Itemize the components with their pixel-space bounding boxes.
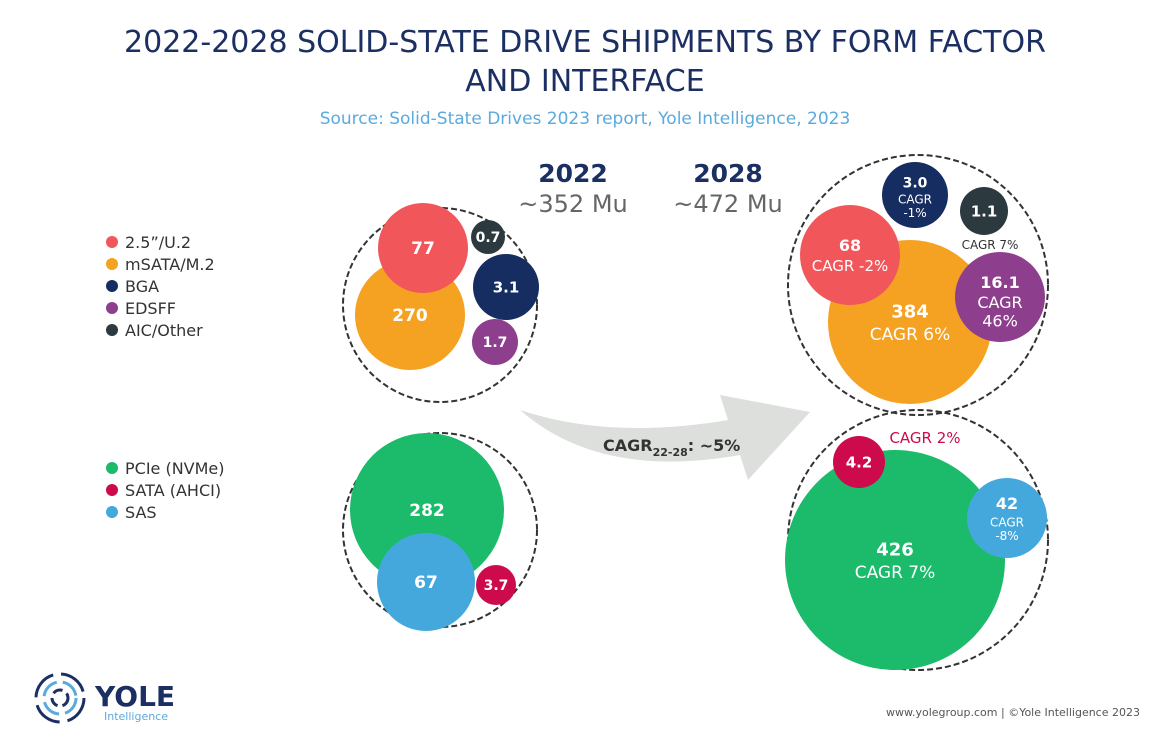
total-2028: ~472 Mu [673,190,782,218]
legend-label: AIC/Other [125,321,203,340]
bubble-value: 68 [839,236,861,255]
bubble-cagr: CAGR -2% [812,257,889,275]
bubble-aic-other-2028 [960,187,1008,235]
bubble-cagr: CAGR 7% [962,238,1019,252]
bubble-sas-2028 [967,478,1047,558]
bubble-pcie-nvme--2022 [350,433,504,587]
bubble-sata-ahci--2028 [833,436,885,488]
bubble-bga-2022 [473,254,539,320]
legend-label: mSATA/M.2 [125,255,215,274]
bubble-value: 426 [876,540,914,561]
bubble-cagr: CAGR 6% [870,325,951,345]
bubble-cagr-value: -8% [995,529,1018,543]
bubble-value: 67 [414,573,438,593]
bubble-cagr-value: -1% [903,206,926,220]
legend-marker [106,506,118,518]
bubble-value: 384 [891,302,929,323]
group-outline-interface-2022 [342,432,538,628]
bubble-cagr-label: CAGR [977,293,1022,312]
bubble-cagr-value: 46% [982,312,1018,331]
legend-marker [106,484,118,496]
bubble-aic-other-2022 [471,220,505,254]
legend-label: 2.5”/U.2 [125,233,191,252]
bubble-value: 3.7 [484,578,509,594]
legend-marker [106,258,118,270]
logo-sub: Intelligence [104,710,168,723]
total-2022: ~352 Mu [518,190,627,218]
chart-title-line2: AND INTERFACE [465,64,704,99]
bubble-sas-2022 [377,533,475,631]
legend-marker [106,324,118,336]
bubble-edsff-2028 [955,252,1045,342]
bubble-value: 16.1 [980,273,1019,292]
bubble-value: 4.2 [846,453,873,471]
bubble-cagr-label: CAGR [898,192,932,206]
overall-cagr: CAGR22-28: ~5% [603,436,740,459]
legend-label: EDSFF [125,299,176,318]
bubble-cagr: CAGR 2% [889,429,960,447]
footer-copyright: www.yolegroup.com | ©Yole Intelligence 2… [886,706,1140,719]
bubble-edsff-2022 [472,319,518,365]
bubble-value: 3.1 [493,278,520,296]
group-outline-form_factor-2028 [787,154,1049,416]
legend-label: SAS [125,503,157,522]
bubble-value: 42 [996,494,1018,513]
legend-marker [106,462,118,474]
legend-marker [106,302,118,314]
chart-subtitle: Source: Solid-State Drives 2023 report, … [320,109,851,129]
bubble-value: 1.1 [971,202,998,220]
bubble-value: 77 [411,239,435,259]
bubble-value: 282 [409,501,445,521]
legend-label: BGA [125,277,159,296]
legend-marker [106,280,118,292]
legend-label: PCIe (NVMe) [125,459,225,478]
legend-label: SATA (AHCI) [125,481,221,500]
bubble-bga-2028 [882,162,948,228]
bubble-value: 1.7 [483,335,508,351]
group-outline-form_factor-2022 [342,207,538,403]
bubble-2-5-u-2-2022 [378,203,468,293]
chart-title-line1: 2022-2028 SOLID-STATE DRIVE SHIPMENTS BY… [124,25,1046,60]
legend: 2.5”/U.2 mSATA/M.2 BGA EDSFF AIC/Other PCIe (… [106,233,225,522]
bubble-value: 270 [392,306,428,326]
bubble-sata-ahci--2022 [476,565,516,605]
growth-arrow [520,395,810,480]
bubble-pcie-nvme--2028 [785,450,1005,670]
bubble-2-5-u-2-2028 [800,205,900,305]
year-2028: 2028 [693,159,763,188]
bubble-value: 0.7 [476,230,501,246]
bubble-cagr: CAGR 7% [855,563,936,583]
yole-logo: YOLE Intelligence [34,672,175,724]
legend-marker [106,236,118,248]
bubble-value: 3.0 [903,175,928,191]
logo-name: YOLE [94,680,175,713]
year-2022: 2022 [538,159,608,188]
bubble-cagr-label: CAGR [990,515,1024,529]
